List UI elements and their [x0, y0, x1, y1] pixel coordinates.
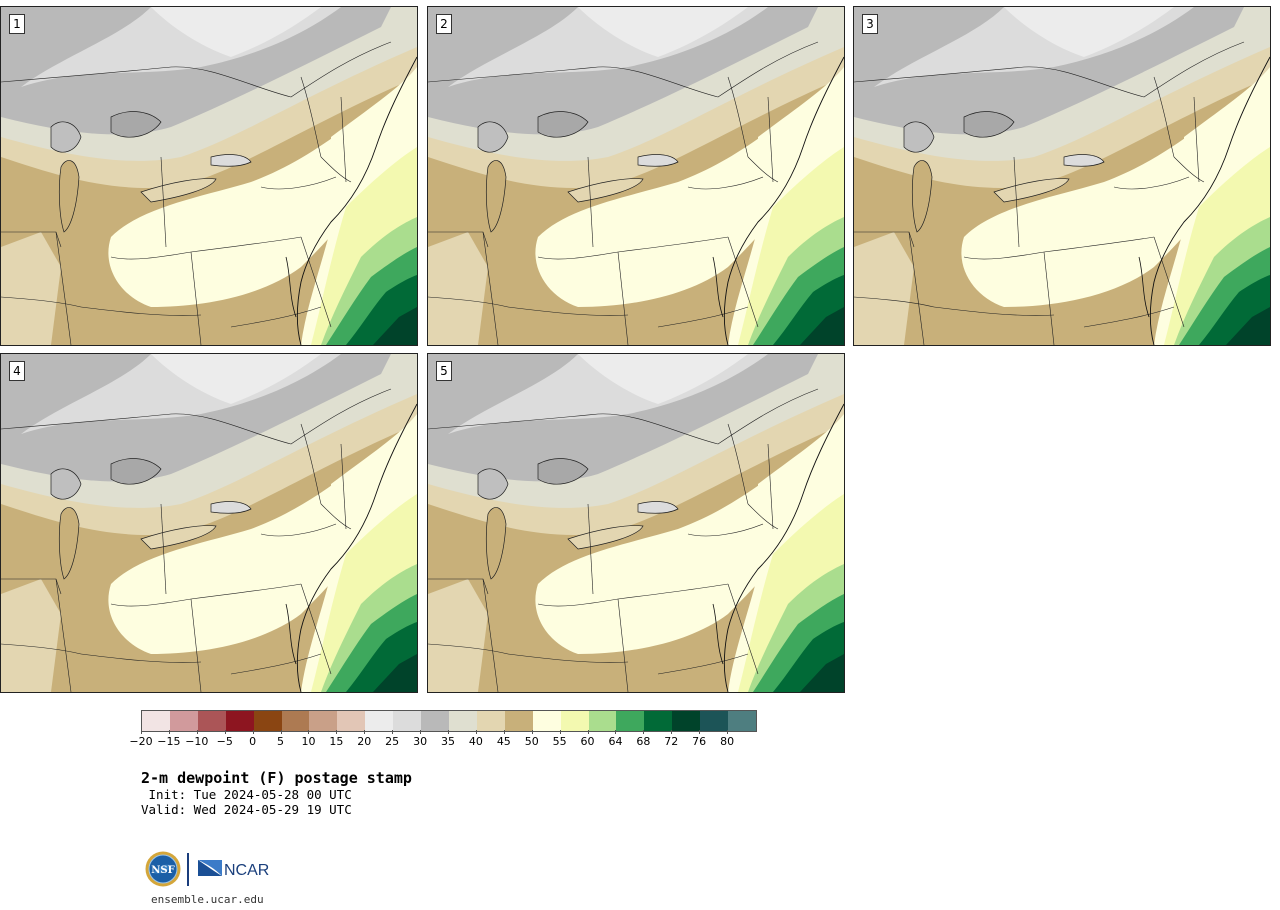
colorbar-swatch: [281, 711, 310, 731]
colorbar-tick-label: 76: [692, 735, 707, 748]
colorbar-tick-label: 72: [664, 735, 679, 748]
colorbar-tick-mark: [643, 730, 645, 734]
colorbar-swatch: [728, 711, 756, 731]
panel-number-label: 4: [9, 361, 25, 381]
dewpoint-map: [428, 354, 844, 692]
colorbar-tick-mark: [531, 730, 533, 734]
colorbar-tick-label: 80: [720, 735, 735, 748]
colorbar-tick-label: −20: [129, 735, 153, 748]
colorbar-tick-mark: [448, 730, 449, 734]
colorbar-tick-mark: [671, 730, 673, 734]
colorbar-tick-mark: [364, 730, 366, 734]
colorbar-tick-label: 60: [580, 735, 595, 748]
panel-number-label: 2: [436, 14, 452, 34]
colorbar-tick-label: −15: [157, 735, 181, 748]
colorbar-tick-label: −10: [185, 735, 209, 748]
colorbar-swatch: [672, 711, 701, 731]
colorbar-swatch: [197, 711, 226, 731]
valid-time: Valid: Wed 2024-05-29 19 UTC: [141, 802, 352, 817]
colorbar-swatch: [421, 711, 449, 731]
colorbar-tick-label: 55: [552, 735, 567, 748]
colorbar-tick-label: 35: [441, 735, 455, 748]
colorbar-tick-mark: [699, 730, 701, 734]
colorbar-tick-mark: [336, 730, 338, 734]
colorbar-tick-mark: [475, 730, 477, 734]
colorbar-swatch: [532, 711, 561, 731]
colorbar-tick-label: 0: [249, 735, 257, 748]
colorbar-swatch: [560, 711, 589, 731]
colorbar-tick-mark: [587, 730, 589, 734]
nsf-logo-text: NSF: [151, 865, 174, 876]
colorbar: [141, 710, 757, 732]
nsf-logo-icon: NSF: [145, 851, 181, 887]
map-panel-4[interactable]: 4: [0, 353, 418, 693]
colorbar-tick-mark: [392, 730, 394, 734]
colorbar-tick-label: 30: [413, 735, 428, 748]
colorbar-swatch: [504, 711, 533, 731]
colorbar-tick-label: 40: [468, 735, 483, 748]
colorbar-swatch: [476, 711, 505, 731]
dewpoint-map: [854, 7, 1270, 345]
panel-number-label: 5: [436, 361, 452, 381]
colorbar-swatch: [337, 711, 366, 731]
colorbar-tick-mark: [168, 730, 170, 734]
colorbar-tick-mark: [280, 730, 282, 734]
colorbar-tick-label: 68: [636, 735, 651, 748]
colorbar-swatch: [393, 711, 422, 731]
colorbar-swatch: [309, 711, 338, 731]
colorbar-tick-label: 5: [277, 735, 285, 748]
logo-divider: [187, 853, 189, 886]
colorbar-tick-mark: [420, 730, 422, 734]
colorbar-swatch: [365, 711, 394, 731]
colorbar-tick-mark: [503, 730, 505, 734]
colorbar-tick-mark: [252, 730, 254, 734]
dewpoint-map: [1, 7, 417, 345]
colorbar-swatch: [448, 711, 477, 731]
colorbar-ticks: −20 −15 −10 −5 0 5 10 15 20 25 30 35 40 45 50 55 60 64 68 7…: [129, 730, 755, 749]
colorbar-tick-mark: [615, 730, 617, 734]
colorbar-tick-mark: [196, 730, 198, 734]
colorbar-swatch: [169, 711, 198, 731]
init-time: Init: Tue 2024-05-28 00 UTC: [141, 787, 352, 802]
dewpoint-map: [428, 7, 844, 345]
panel-number-label: 1: [9, 14, 25, 34]
map-panel-2[interactable]: 2: [427, 6, 845, 346]
ncar-logo-text: NCAR: [224, 862, 269, 879]
colorbar-tick-label: 25: [385, 735, 400, 748]
colorbar-swatch: [225, 711, 254, 731]
colorbar-tick-label: 10: [301, 735, 316, 748]
map-panel-3[interactable]: 3: [853, 6, 1271, 346]
colorbar-tick-label: −5: [216, 735, 233, 748]
colorbar-tick-mark: [308, 730, 310, 734]
website-link[interactable]: ensemble.ucar.edu: [151, 893, 264, 906]
colorbar-swatch: [142, 711, 170, 731]
colorbar-tick-label: 50: [524, 735, 539, 748]
map-panel-1[interactable]: 1: [0, 6, 418, 346]
ncar-logo-icon: NCAR: [198, 860, 269, 879]
colorbar-tick-label: 45: [496, 735, 511, 748]
page-title: 2-m dewpoint (F) postage stamp: [141, 769, 412, 787]
colorbar-swatch: [253, 711, 282, 731]
panel-number-label: 3: [862, 14, 878, 34]
colorbar-swatch: [700, 711, 729, 731]
colorbar-tick-label: 20: [357, 735, 372, 748]
colorbar-tick-label: 64: [608, 735, 623, 748]
colorbar-tick-label: 15: [329, 735, 344, 748]
map-panel-5[interactable]: 5: [427, 353, 845, 693]
colorbar-swatch: [616, 711, 645, 731]
dewpoint-map: [1, 354, 417, 692]
colorbar-swatch: [644, 711, 673, 731]
colorbar-tick-mark: [727, 730, 729, 734]
colorbar-tick-mark: [224, 730, 226, 734]
colorbar-swatch: [588, 711, 617, 731]
colorbar-tick-mark: [559, 730, 561, 734]
colorbar-tick-mark: [141, 730, 142, 734]
